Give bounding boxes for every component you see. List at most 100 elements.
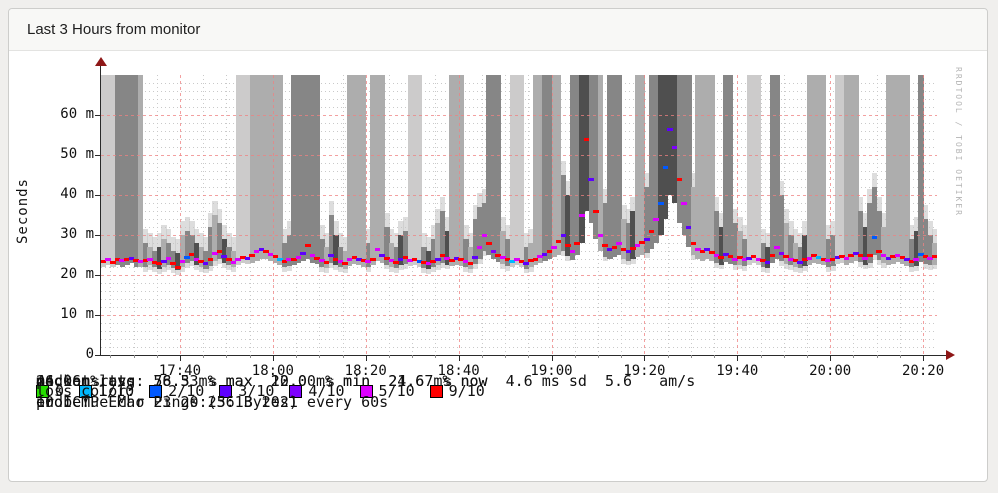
median-dash — [328, 254, 334, 258]
smoke-bar — [453, 75, 460, 265]
median-dash — [922, 255, 929, 259]
smoke-bar — [755, 75, 762, 266]
end-timestamp: end: Tue Mar 23 20:23:13 2021 — [36, 392, 298, 411]
y-tick-label: 10 m — [60, 306, 94, 322]
gridline-h-minor — [101, 339, 937, 340]
loss-swatch — [429, 385, 443, 398]
median-dash — [216, 249, 223, 253]
median-dash — [147, 257, 153, 261]
median-dash — [346, 258, 353, 262]
median-dash — [797, 260, 803, 264]
median-dash — [541, 252, 548, 256]
smoke-bar — [337, 247, 344, 267]
median-dash — [221, 255, 227, 259]
loss-swatch — [79, 385, 93, 398]
gridline-v-minor — [505, 75, 507, 355]
median-dash — [101, 259, 107, 263]
median-dash — [885, 256, 892, 260]
gridline-v-major — [365, 75, 367, 355]
median-dash — [667, 127, 673, 131]
median-dash — [918, 252, 924, 256]
y-axis-label: Seconds — [15, 178, 31, 245]
smoke-bar — [231, 251, 237, 267]
median-dash — [226, 258, 232, 262]
smoke-bar — [830, 235, 836, 266]
median-dash — [732, 257, 738, 261]
smoke-bar — [751, 75, 757, 263]
median-dash — [249, 253, 255, 257]
y-tick-mark — [95, 235, 101, 236]
smoke-bar — [728, 75, 734, 264]
smoke-bar — [700, 75, 706, 261]
smoke-bar — [519, 75, 525, 267]
smoke-bar — [258, 75, 265, 259]
median-dash — [486, 241, 492, 245]
smoke-bar — [885, 75, 892, 265]
gridline-h-major — [101, 315, 937, 316]
smoke-bar — [737, 231, 743, 265]
loss-swatch-label: 3/10 — [238, 382, 275, 400]
loss-swatch-label: 9/10 — [448, 382, 485, 400]
smoke-bar — [649, 75, 655, 249]
smoke-bar — [625, 223, 632, 261]
smoke-bar — [495, 75, 502, 263]
median-dash — [286, 258, 292, 262]
x-tick-mark-minor — [203, 355, 205, 358]
smoke-bar — [491, 75, 497, 259]
median-rtt-values: 26.0 ms avg 56.5 ms max 22.0 ms min 24.6… — [36, 371, 696, 390]
smoke-bar — [226, 247, 232, 266]
median-dash — [894, 253, 901, 257]
smoke-bar — [783, 223, 790, 264]
smoke-bar — [918, 75, 924, 263]
median-dash — [156, 262, 162, 266]
x-tick-mark-minor — [342, 355, 344, 358]
smoke-bar — [463, 239, 469, 267]
median-dash — [188, 252, 195, 256]
smoke-bar — [207, 227, 214, 267]
median-dash — [908, 259, 915, 263]
median-dash — [462, 260, 469, 264]
median-dash — [472, 255, 478, 259]
smoke-bar — [263, 75, 269, 259]
smoke-bar — [932, 243, 937, 265]
x-tick-mark-minor — [296, 355, 298, 358]
median-dash — [569, 249, 576, 253]
median-dash — [407, 258, 413, 262]
smoke-bar — [240, 75, 246, 263]
smoke-bar — [802, 235, 808, 267]
median-dash — [546, 249, 553, 253]
median-dash — [161, 259, 167, 263]
x-tick-mark-minor — [156, 355, 158, 358]
x-tick-mark-minor — [690, 355, 692, 358]
median-dash — [899, 255, 906, 259]
y-tick-mark — [95, 355, 101, 356]
gridline-v-major — [923, 75, 925, 355]
median-dash — [783, 255, 789, 259]
y-tick-label: 40 m — [60, 186, 94, 202]
probe-value: 10 ICMP Echo Pings (56 Bytes) every 60s — [36, 392, 389, 411]
median-dash — [170, 261, 176, 265]
median-dash — [356, 257, 362, 261]
median-dash — [616, 241, 622, 245]
median-dash — [476, 246, 483, 250]
median-dash — [671, 145, 678, 149]
smoke-bar — [384, 227, 390, 265]
smoke-bar — [235, 75, 242, 265]
median-dash — [741, 258, 748, 262]
smoke-bar — [839, 75, 845, 263]
median-dash — [137, 259, 144, 263]
median-dash — [857, 253, 864, 257]
median-dash — [718, 255, 724, 259]
gridline-v-minor — [156, 75, 158, 355]
y-tick-mark — [95, 155, 101, 156]
smoke-bar — [820, 75, 827, 266]
smoke-bar — [690, 187, 697, 255]
median-dash — [179, 260, 186, 264]
smoke-bar — [537, 75, 543, 263]
median-dash — [727, 255, 734, 259]
smoke-bar — [811, 75, 817, 263]
x-tick-label: 17:40 — [158, 363, 202, 379]
smoke-bar — [458, 75, 464, 266]
y-tick-label: 0 — [85, 346, 94, 362]
y-axis-line — [100, 65, 101, 356]
